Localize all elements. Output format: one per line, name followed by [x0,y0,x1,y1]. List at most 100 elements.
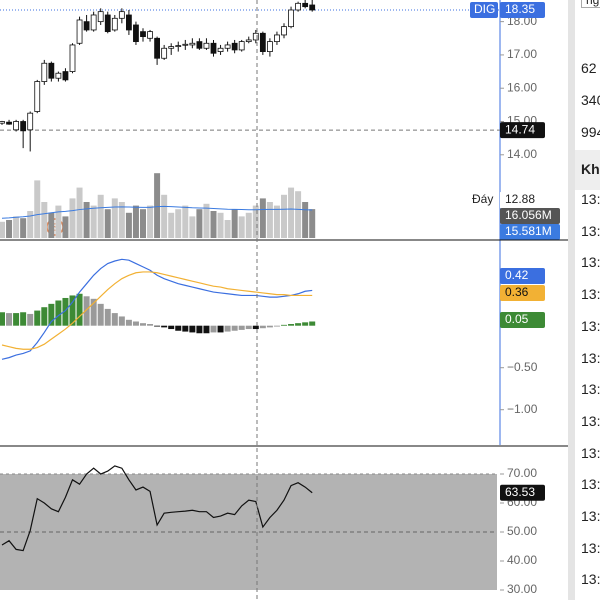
candle-body [69,44,76,72]
volume-bar [259,198,266,238]
histogram-bar [161,325,168,328]
volume-bar [48,212,55,238]
histogram-bar [83,296,90,326]
candle-body [182,43,189,46]
value-label-box [500,122,545,139]
volume-bar [217,212,224,238]
y-tick-label: 40.00 [507,553,537,567]
candle-body [231,42,238,51]
time-cell: 13: [581,254,600,271]
volume-bar [266,202,273,238]
time-cell: 13: [581,381,600,398]
value-label: 0.42 [505,268,529,282]
candle-body [6,121,12,125]
histogram-bar [27,313,34,326]
value-label-box [500,1,545,18]
symbol: DIG [474,2,495,16]
histogram-bar [238,325,245,330]
histogram-bar [224,325,231,332]
candle-body [196,41,203,49]
value-label: 14.74 [505,122,535,136]
histogram-bar [266,325,273,328]
y-tick-label: 30.00 [507,582,537,596]
rsi-line [1,465,313,552]
histogram-bar [97,303,104,326]
volume-bar [83,202,90,238]
volume-ma-line [1,205,313,219]
volume-bar [111,198,118,238]
candle-body [104,14,111,33]
volume-bar [203,203,210,238]
histogram-bar [111,313,118,326]
volume-bar [104,209,111,238]
value-label-box [500,285,545,301]
volume-bar [189,216,196,238]
histogram-bar [189,325,196,333]
histogram-bar [259,325,266,329]
candle-body [97,11,104,23]
candle-body [288,9,294,28]
candle-body [189,42,196,46]
volume-bar [295,191,302,238]
stat-value: 340 [581,92,600,108]
value-label-box [500,484,545,501]
histogram-bar [104,308,111,326]
histogram-bar [76,293,83,326]
volume-bar [224,220,231,238]
y-tick-label: −0.50 [507,360,538,374]
candle-body [168,46,175,49]
candle-body [245,39,252,43]
value-label-box [500,312,545,328]
candle-body [126,14,132,31]
histogram-bar [273,325,280,327]
time-cell: 13: [581,476,600,493]
volume-bar [118,202,125,238]
histogram-bar [231,325,238,331]
volume-bar [238,216,245,238]
volume-bar [161,194,168,238]
candle-body [210,42,217,54]
volume-bar [62,216,69,238]
tab: ng [581,0,600,8]
value-label: 15.581M [505,224,552,238]
histogram-bar [210,325,217,333]
candle-body [27,112,34,131]
volume-bar [6,220,13,238]
histogram-bar [125,319,132,326]
volume-bar [288,187,295,238]
candle-body [13,121,20,131]
histogram-bar [309,321,316,326]
volume-bar [125,212,132,238]
histogram-bar [168,325,175,330]
candle-body [62,71,69,81]
candle-body [76,19,83,44]
time-cell: 13: [581,412,600,429]
candle-body [0,121,5,124]
volume-bar [302,202,309,238]
volume-bar [20,218,27,238]
histogram-bar [13,313,20,326]
histogram-bar [0,312,5,326]
event-marker-text: S [52,223,59,234]
time-cell: 13: [581,539,600,556]
value-label: 16.056M [505,208,552,222]
histogram-bar [34,310,41,326]
y-tick-label: 50.00 [507,524,537,538]
y-tick-label: 70.00 [507,466,537,480]
candle-body [224,44,231,49]
volume-bar [273,205,280,238]
time-cell: 13: [581,571,600,588]
candle-body [34,81,41,112]
histogram-bar [118,316,125,326]
value-label-box [500,208,560,224]
histogram-bar [196,325,203,334]
histogram-bar [48,303,55,326]
histogram-bar [252,325,259,330]
histogram-bar [90,298,97,326]
volume-bar [245,212,252,238]
time-cell: 13: [581,286,600,303]
volume-bar [140,209,146,238]
histogram-bar [217,325,224,333]
